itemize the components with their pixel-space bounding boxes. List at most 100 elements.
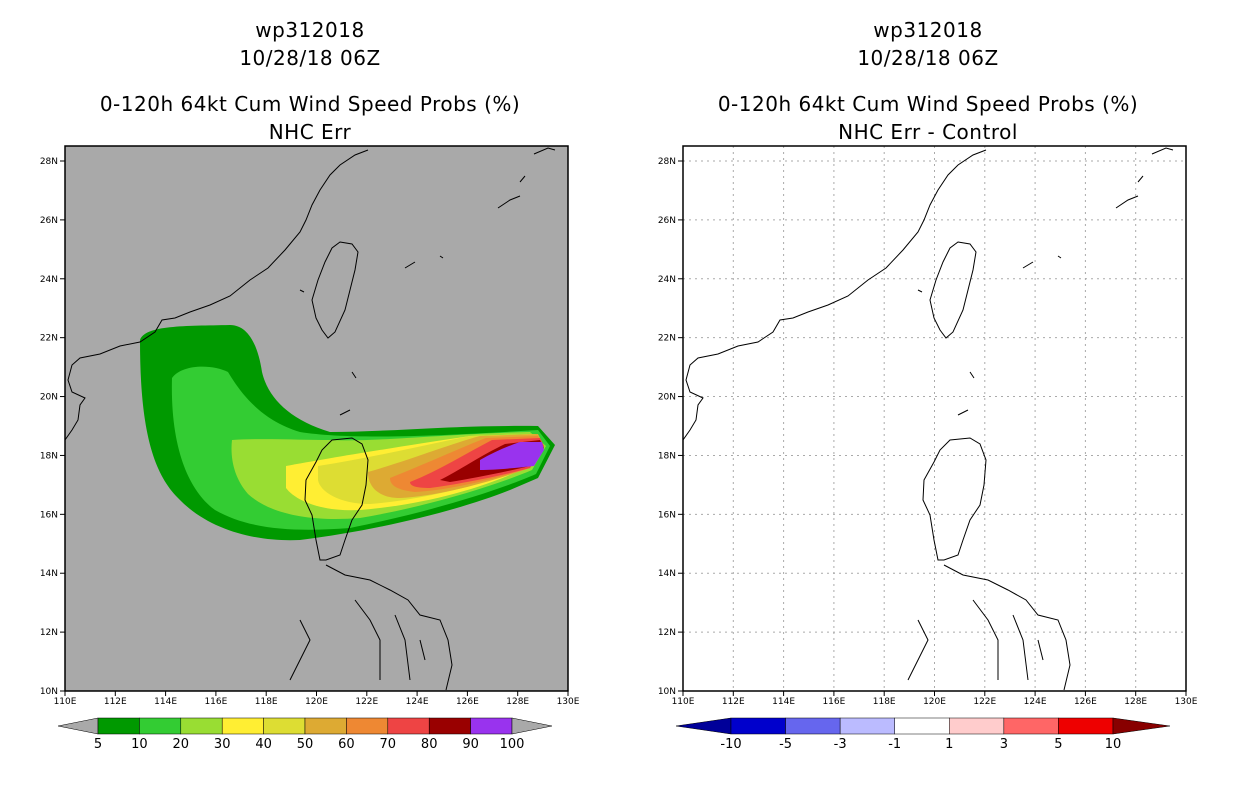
colorbar-swatch xyxy=(97,717,140,735)
colorbar-swatch xyxy=(894,717,950,735)
colorbar-swatch xyxy=(785,717,841,735)
lat-label: 12N xyxy=(658,628,676,638)
colorbar-swatch xyxy=(839,717,895,735)
lat-label: 12N xyxy=(40,628,58,638)
right-grid xyxy=(683,146,1186,691)
colorbar-label: 50 xyxy=(297,737,314,752)
left-map-background xyxy=(65,146,568,691)
colorbar-label: 40 xyxy=(255,737,272,752)
taiwan xyxy=(929,241,977,339)
luzon xyxy=(304,437,369,561)
colorbar-label: 1 xyxy=(945,737,953,752)
lon-label: 120E xyxy=(305,697,328,707)
colorbar-swatch xyxy=(304,717,347,735)
colorbar-swatch xyxy=(428,717,471,735)
lon-label: 122E xyxy=(973,697,996,707)
colorbar-swatch xyxy=(470,717,513,735)
colorbar-label: 5 xyxy=(94,737,102,752)
right-colorbar: -10 -5 -3 -1 1 3 5 10 xyxy=(675,717,1171,752)
left-colorbar: 5 10 20 30 40 50 60 70 80 90 100 xyxy=(57,717,553,752)
colorbar-swatch xyxy=(730,717,786,735)
colorbar-label: 5 xyxy=(1054,737,1062,752)
colorbar-swatch xyxy=(263,717,306,735)
lon-label: 126E xyxy=(1074,697,1097,707)
right-coastlines xyxy=(683,147,1174,691)
china-coast xyxy=(65,149,369,441)
lat-label: 10N xyxy=(40,687,58,697)
lat-label: 24N xyxy=(658,275,676,285)
lon-label: 112E xyxy=(104,697,127,707)
lon-label: 130E xyxy=(1175,697,1198,707)
colorbar-low-arrow xyxy=(675,717,732,735)
lon-label: 124E xyxy=(406,697,429,707)
colorbar-label: 10 xyxy=(1105,737,1122,752)
left-map: 110E 112E 114E 116E 118E 120E 122E 124E 126E 128E… xyxy=(40,145,580,752)
colorbar-label: 30 xyxy=(214,737,231,752)
colorbar-swatch xyxy=(387,717,430,735)
lon-label: 114E xyxy=(154,697,177,707)
lon-label: 128E xyxy=(506,697,529,707)
lon-label: 126E xyxy=(456,697,479,707)
colorbar-swatch xyxy=(221,717,264,735)
visayas-mindanao xyxy=(907,564,1071,691)
right-axes: 110E 112E 114E 116E 118E 120E 122E 124E 126E 128E… xyxy=(658,157,1198,707)
right-title-product: 0-120h 64kt Cum Wind Speed Probs (%) xyxy=(717,92,1139,116)
lat-label: 26N xyxy=(658,216,676,226)
lon-label: 124E xyxy=(1024,697,1047,707)
colorbar-high-arrow xyxy=(511,717,553,735)
lon-label: 116E xyxy=(204,697,227,707)
colorbar-swatch xyxy=(346,717,389,735)
lon-label: 114E xyxy=(772,697,795,707)
china-coast xyxy=(683,149,987,441)
lat-label: 22N xyxy=(40,334,58,344)
right-title-time: 10/28/18 06Z xyxy=(857,46,999,70)
lon-label: 110E xyxy=(672,697,695,707)
left-axes: 110E 112E 114E 116E 118E 120E 122E 124E 126E 128E… xyxy=(40,157,580,707)
colorbar-swatch xyxy=(949,717,1005,735)
lat-label: 28N xyxy=(40,157,58,167)
lat-label: 24N xyxy=(40,275,58,285)
left-title-product: 0-120h 64kt Cum Wind Speed Probs (%) xyxy=(99,92,521,116)
colorbar-label: 90 xyxy=(462,737,479,752)
left-title-time: 10/28/18 06Z xyxy=(239,46,381,70)
coastlines xyxy=(65,147,556,691)
lat-label: 26N xyxy=(40,216,58,226)
lon-label: 118E xyxy=(255,697,278,707)
colorbar-high-arrow xyxy=(1112,717,1171,735)
lon-label: 130E xyxy=(557,697,580,707)
lat-label: 18N xyxy=(40,451,58,461)
lat-label: 16N xyxy=(658,510,676,520)
colorbar-label: 3 xyxy=(1000,737,1008,752)
taiwan xyxy=(311,241,359,339)
colorbar-low-arrow xyxy=(57,717,99,735)
lat-label: 18N xyxy=(658,451,676,461)
right-map: 110E 112E 114E 116E 118E 120E 122E 124E 126E 128E… xyxy=(658,145,1198,752)
right-title-storm: wp312018 xyxy=(873,18,983,42)
colorbar-label: 70 xyxy=(380,737,397,752)
lat-label: 16N xyxy=(40,510,58,520)
colorbar-label: 80 xyxy=(421,737,438,752)
probability-contours xyxy=(65,147,556,691)
lon-label: 120E xyxy=(923,697,946,707)
colorbar-label: 60 xyxy=(338,737,355,752)
colorbar-label: 20 xyxy=(173,737,190,752)
colorbar-swatch xyxy=(180,717,223,735)
lon-label: 128E xyxy=(1124,697,1147,707)
okinawa-islands xyxy=(917,147,1174,416)
lon-label: 118E xyxy=(873,697,896,707)
right-title-sub: NHC Err - Control xyxy=(838,120,1018,144)
contour-90 xyxy=(480,442,544,470)
lat-label: 28N xyxy=(658,157,676,167)
colorbar-swatch xyxy=(139,717,182,735)
lat-label: 20N xyxy=(658,393,676,403)
colorbar-label: -5 xyxy=(779,737,792,752)
visayas-mindanao xyxy=(289,564,453,691)
okinawa-islands xyxy=(299,147,556,416)
colorbar-label: 10 xyxy=(131,737,148,752)
colorbar-label: 100 xyxy=(500,737,525,752)
colorbar-label: -1 xyxy=(888,737,901,752)
left-title-sub: NHC Err xyxy=(268,120,352,144)
colorbar-swatch xyxy=(1058,717,1114,735)
lat-label: 14N xyxy=(40,569,58,579)
lon-label: 112E xyxy=(722,697,745,707)
